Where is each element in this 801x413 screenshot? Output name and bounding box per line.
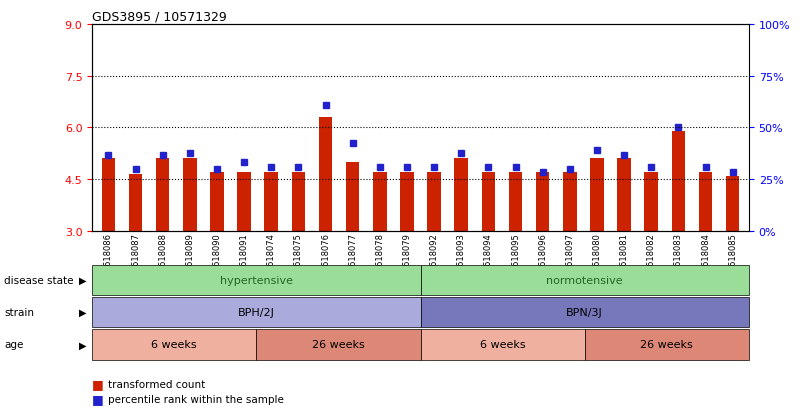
Bar bbox=[210, 173, 223, 231]
Text: normotensive: normotensive bbox=[546, 275, 623, 285]
Bar bbox=[563, 173, 577, 231]
Bar bbox=[536, 173, 549, 231]
Bar bbox=[645, 173, 658, 231]
Bar bbox=[400, 173, 414, 231]
Bar bbox=[292, 173, 305, 231]
Text: age: age bbox=[4, 339, 23, 350]
Text: transformed count: transformed count bbox=[108, 379, 205, 389]
Bar bbox=[183, 159, 196, 231]
Bar bbox=[590, 159, 604, 231]
Bar bbox=[156, 159, 170, 231]
Text: strain: strain bbox=[4, 307, 34, 318]
Bar bbox=[346, 162, 360, 231]
Bar bbox=[319, 118, 332, 231]
Bar bbox=[726, 176, 739, 231]
Bar bbox=[698, 173, 712, 231]
Bar bbox=[129, 174, 143, 231]
Text: BPH/2J: BPH/2J bbox=[238, 307, 275, 318]
Bar bbox=[509, 173, 522, 231]
Bar bbox=[373, 173, 387, 231]
Bar bbox=[427, 173, 441, 231]
Text: 26 weeks: 26 weeks bbox=[641, 339, 693, 350]
Bar bbox=[264, 173, 278, 231]
Text: ▶: ▶ bbox=[79, 275, 87, 285]
Text: ▶: ▶ bbox=[79, 307, 87, 318]
Text: ▶: ▶ bbox=[79, 339, 87, 350]
Text: 26 weeks: 26 weeks bbox=[312, 339, 364, 350]
Bar bbox=[618, 159, 631, 231]
Bar bbox=[671, 131, 685, 231]
Bar bbox=[454, 159, 468, 231]
Text: hypertensive: hypertensive bbox=[219, 275, 293, 285]
Text: percentile rank within the sample: percentile rank within the sample bbox=[108, 394, 284, 404]
Text: 6 weeks: 6 weeks bbox=[151, 339, 197, 350]
Text: ■: ■ bbox=[92, 392, 104, 405]
Bar bbox=[102, 159, 115, 231]
Text: 6 weeks: 6 weeks bbox=[480, 339, 525, 350]
Text: BPN/3J: BPN/3J bbox=[566, 307, 603, 318]
Text: GDS3895 / 10571329: GDS3895 / 10571329 bbox=[92, 10, 227, 23]
Text: disease state: disease state bbox=[4, 275, 74, 285]
Bar bbox=[481, 173, 495, 231]
Bar bbox=[237, 173, 251, 231]
Text: ■: ■ bbox=[92, 377, 104, 391]
